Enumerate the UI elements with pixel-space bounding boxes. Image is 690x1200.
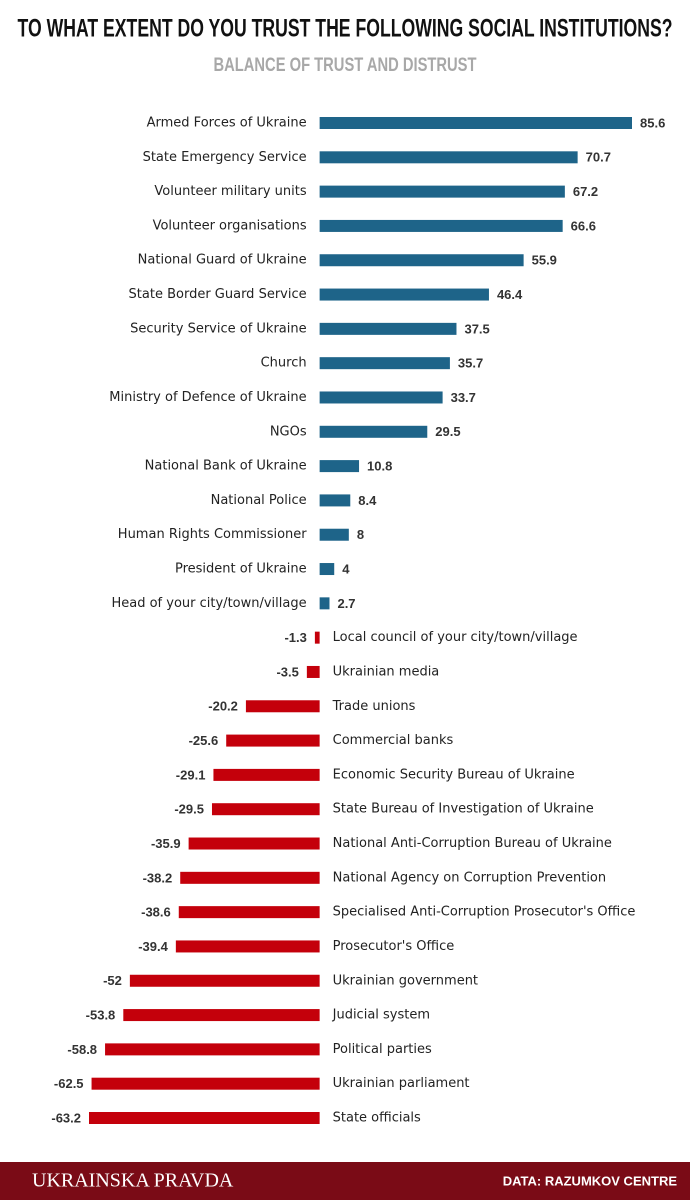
chart-title: TO WHAT EXTENT DO YOU TRUST THE FOLLOWIN… [18, 15, 673, 43]
category-label: Ukrainian parliament [333, 1076, 470, 1091]
value-label: 33.7 [451, 390, 476, 405]
bar [180, 871, 320, 884]
value-label: -38.6 [141, 905, 171, 920]
bar [319, 185, 565, 198]
category-label: Political parties [333, 1042, 432, 1057]
value-label: -29.5 [174, 802, 204, 817]
category-label: Security Service of Ukraine [130, 321, 307, 336]
value-label: 55.9 [532, 253, 557, 268]
category-label: Judicial system [332, 1008, 430, 1023]
bar [319, 494, 351, 507]
value-label: 85.6 [640, 115, 665, 130]
category-label: State Bureau of Investigation of Ukraine [333, 802, 594, 817]
category-label: Local council of your city/town/village [333, 630, 578, 645]
category-label: National Police [211, 493, 307, 508]
value-label: -52 [103, 973, 122, 988]
value-label: -29.1 [176, 767, 206, 782]
value-label: -38.2 [143, 870, 173, 885]
value-label: -58.8 [67, 1042, 97, 1057]
value-label: -53.8 [86, 1008, 116, 1023]
category-label: Trade unions [332, 699, 416, 714]
bar [319, 357, 450, 370]
category-label: Ukrainian media [333, 664, 440, 679]
category-label: Human Rights Commissioner [118, 527, 307, 542]
category-label: Church [261, 356, 307, 371]
bar [319, 425, 428, 438]
bar [226, 734, 320, 747]
bar [105, 1043, 320, 1056]
category-label: National Anti-Corruption Bureau of Ukrai… [333, 836, 612, 851]
bar [175, 940, 320, 953]
category-label: State Emergency Service [143, 150, 307, 165]
bar [245, 700, 320, 713]
value-label: 37.5 [464, 321, 489, 336]
bar [319, 288, 489, 301]
footer-brand: UKRAINSKA PRAVDA [32, 1170, 234, 1192]
bar [314, 631, 320, 644]
value-label: 10.8 [367, 459, 392, 474]
category-label: State officials [333, 1111, 421, 1126]
value-label: 66.6 [571, 218, 596, 233]
bar [178, 906, 320, 919]
category-label: Volunteer military units [154, 184, 306, 199]
value-label: 2.7 [337, 596, 355, 611]
category-label: Commercial banks [333, 733, 454, 748]
value-label: 8.4 [358, 493, 377, 508]
bar [211, 803, 320, 816]
value-label: 67.2 [573, 184, 598, 199]
value-label: -1.3 [284, 630, 306, 645]
bar [213, 768, 320, 781]
bar [188, 837, 320, 850]
value-label: 46.4 [497, 287, 523, 302]
bar [319, 391, 443, 404]
value-label: 29.5 [435, 424, 460, 439]
category-label: Ukrainian government [333, 973, 478, 988]
category-label: Head of your city/town/village [111, 596, 306, 611]
bar [129, 974, 320, 987]
footer-band [0, 1162, 690, 1200]
bar [123, 1009, 320, 1022]
category-label: Specialised Anti-Corruption Prosecutor's… [333, 905, 636, 920]
value-label: 4 [342, 561, 350, 576]
value-label: 35.7 [458, 356, 483, 371]
value-label: -63.2 [51, 1110, 81, 1125]
bar [306, 665, 320, 678]
category-label: Economic Security Bureau of Ukraine [333, 767, 575, 782]
bar [319, 528, 349, 541]
value-label: -35.9 [151, 836, 181, 851]
category-label: Ministry of Defence of Ukraine [109, 390, 306, 405]
bar [319, 117, 632, 129]
value-label: 8 [357, 527, 364, 542]
value-label: -25.6 [189, 733, 219, 748]
category-label: National Guard of Ukraine [138, 253, 307, 268]
bar [319, 563, 335, 576]
bar [319, 597, 330, 610]
bar [319, 460, 360, 473]
bar [89, 1112, 320, 1124]
category-label: Armed Forces of Ukraine [147, 116, 307, 131]
bar [319, 151, 578, 164]
bar [91, 1077, 320, 1090]
category-label: National Bank of Ukraine [145, 459, 307, 474]
category-label: President of Ukraine [175, 562, 307, 577]
category-label: Volunteer organisations [153, 218, 307, 233]
chart-subtitle: BALANCE OF TRUST AND DISTRUST [214, 55, 477, 76]
bar [319, 219, 563, 232]
value-label: -62.5 [54, 1076, 84, 1091]
value-label: 70.7 [586, 150, 611, 165]
bar [319, 322, 457, 335]
category-label: Prosecutor's Office [333, 939, 455, 954]
category-label: NGOs [270, 424, 307, 439]
footer-source: DATA: RAZUMKOV CENTRE [503, 1173, 678, 1188]
value-label: -3.5 [276, 664, 298, 679]
value-label: -39.4 [138, 939, 168, 954]
bar [319, 254, 524, 267]
value-label: -20.2 [208, 699, 238, 714]
category-label: State Border Guard Service [129, 287, 307, 302]
category-label: National Agency on Corruption Prevention [333, 870, 607, 885]
